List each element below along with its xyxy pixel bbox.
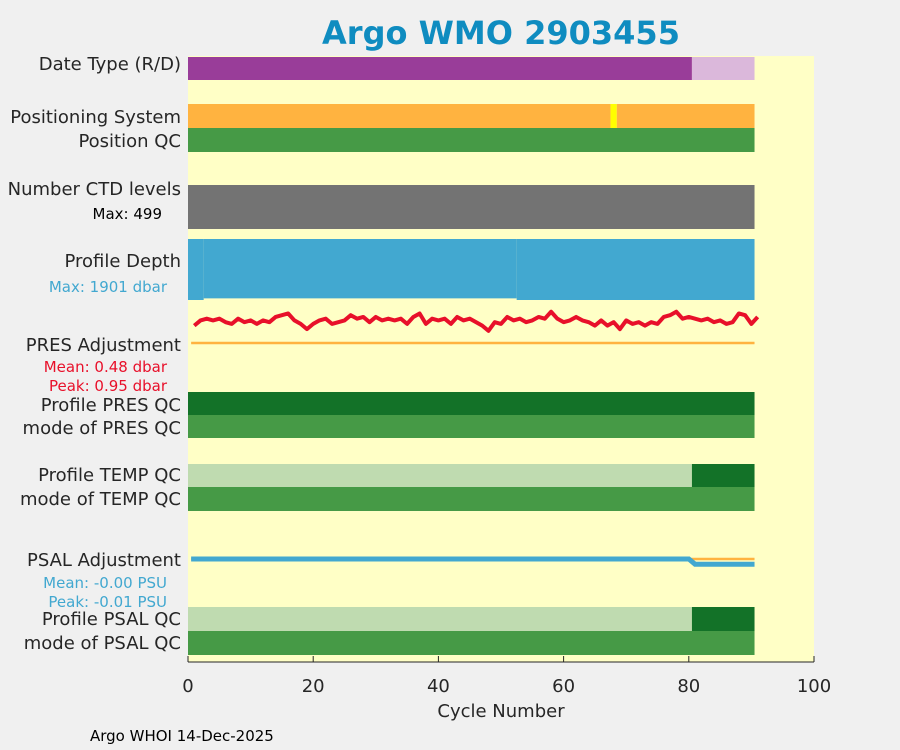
bar-mode_pres_qc-seg-0 [188, 415, 755, 438]
bar-date_type-seg-1 [691, 57, 755, 80]
bar-positioning-seg-1 [610, 104, 617, 128]
bar-positioning-seg-2 [616, 104, 755, 128]
row-label-date_type: Date Type (R/D) [39, 54, 181, 75]
pres-mean: Mean: 0.48 dbar [44, 358, 168, 376]
bar-positioning-seg-0 [188, 104, 611, 128]
bar-mode_psal_qc-seg-0 [188, 631, 755, 655]
bar-profile_temp_qc-seg-1 [691, 464, 755, 487]
x-tick-label-3: 60 [552, 676, 575, 697]
x-tick-label-1: 20 [302, 676, 325, 697]
profile-depth-max: Max: 1901 dbar [49, 278, 168, 296]
depth-bar-2 [516, 239, 755, 300]
footer-text: Argo WHOI 14-Dec-2025 [90, 727, 274, 745]
psal-adjustment-line [191, 556, 755, 567]
x-tick-label-0: 0 [182, 676, 193, 697]
depth-bar-0 [188, 239, 204, 300]
psal-peak: Peak: -0.01 PSU [48, 593, 167, 611]
row-label-mode_temp_qc: mode of TEMP QC [20, 489, 181, 510]
x-tick-label-4: 80 [677, 676, 700, 697]
bar-position_qc-seg-0 [188, 128, 755, 152]
profile-depth-label: Profile Depth [64, 251, 181, 272]
row-label-ctd_levels: Number CTD levels [8, 179, 181, 200]
row-label-positioning: Positioning System [10, 107, 181, 128]
row-label-position_qc: Position QC [78, 131, 181, 152]
row-label-profile_temp_qc: Profile TEMP QC [38, 465, 181, 486]
bar-profile_pres_qc-seg-0 [188, 392, 755, 415]
bar-date_type-seg-0 [188, 57, 692, 80]
bar-profile_psal_qc-seg-1 [691, 607, 755, 631]
x-tick-label-2: 40 [427, 676, 450, 697]
bar-profile_temp_qc-seg-0 [188, 464, 692, 487]
x-axis-label: Cycle Number [437, 701, 565, 722]
pres-peak: Peak: 0.95 dbar [49, 377, 168, 395]
row-label-mode_psal_qc: mode of PSAL QC [24, 633, 181, 654]
pres-adjustment-line [192, 309, 760, 333]
chart-title: Argo WMO 2903455 [322, 14, 680, 52]
depth-bar-1 [203, 239, 517, 299]
x-tick-label-5: 100 [797, 676, 831, 697]
bar-ctd_levels-seg-0 [188, 185, 755, 229]
row-label-profile_psal_qc: Profile PSAL QC [42, 609, 181, 630]
bar-mode_temp_qc-seg-0 [188, 487, 755, 511]
pres-adjustment-label: PRES Adjustment [26, 335, 181, 356]
ctd-max-note: Max: 499 [93, 205, 162, 223]
row-label-profile_pres_qc: Profile PRES QC [41, 395, 181, 416]
bar-profile_psal_qc-seg-0 [188, 607, 692, 631]
psal-adjustment-label: PSAL Adjustment [27, 550, 181, 571]
row-label-mode_pres_qc: mode of PRES QC [23, 418, 181, 439]
psal-mean: Mean: -0.00 PSU [43, 574, 167, 592]
